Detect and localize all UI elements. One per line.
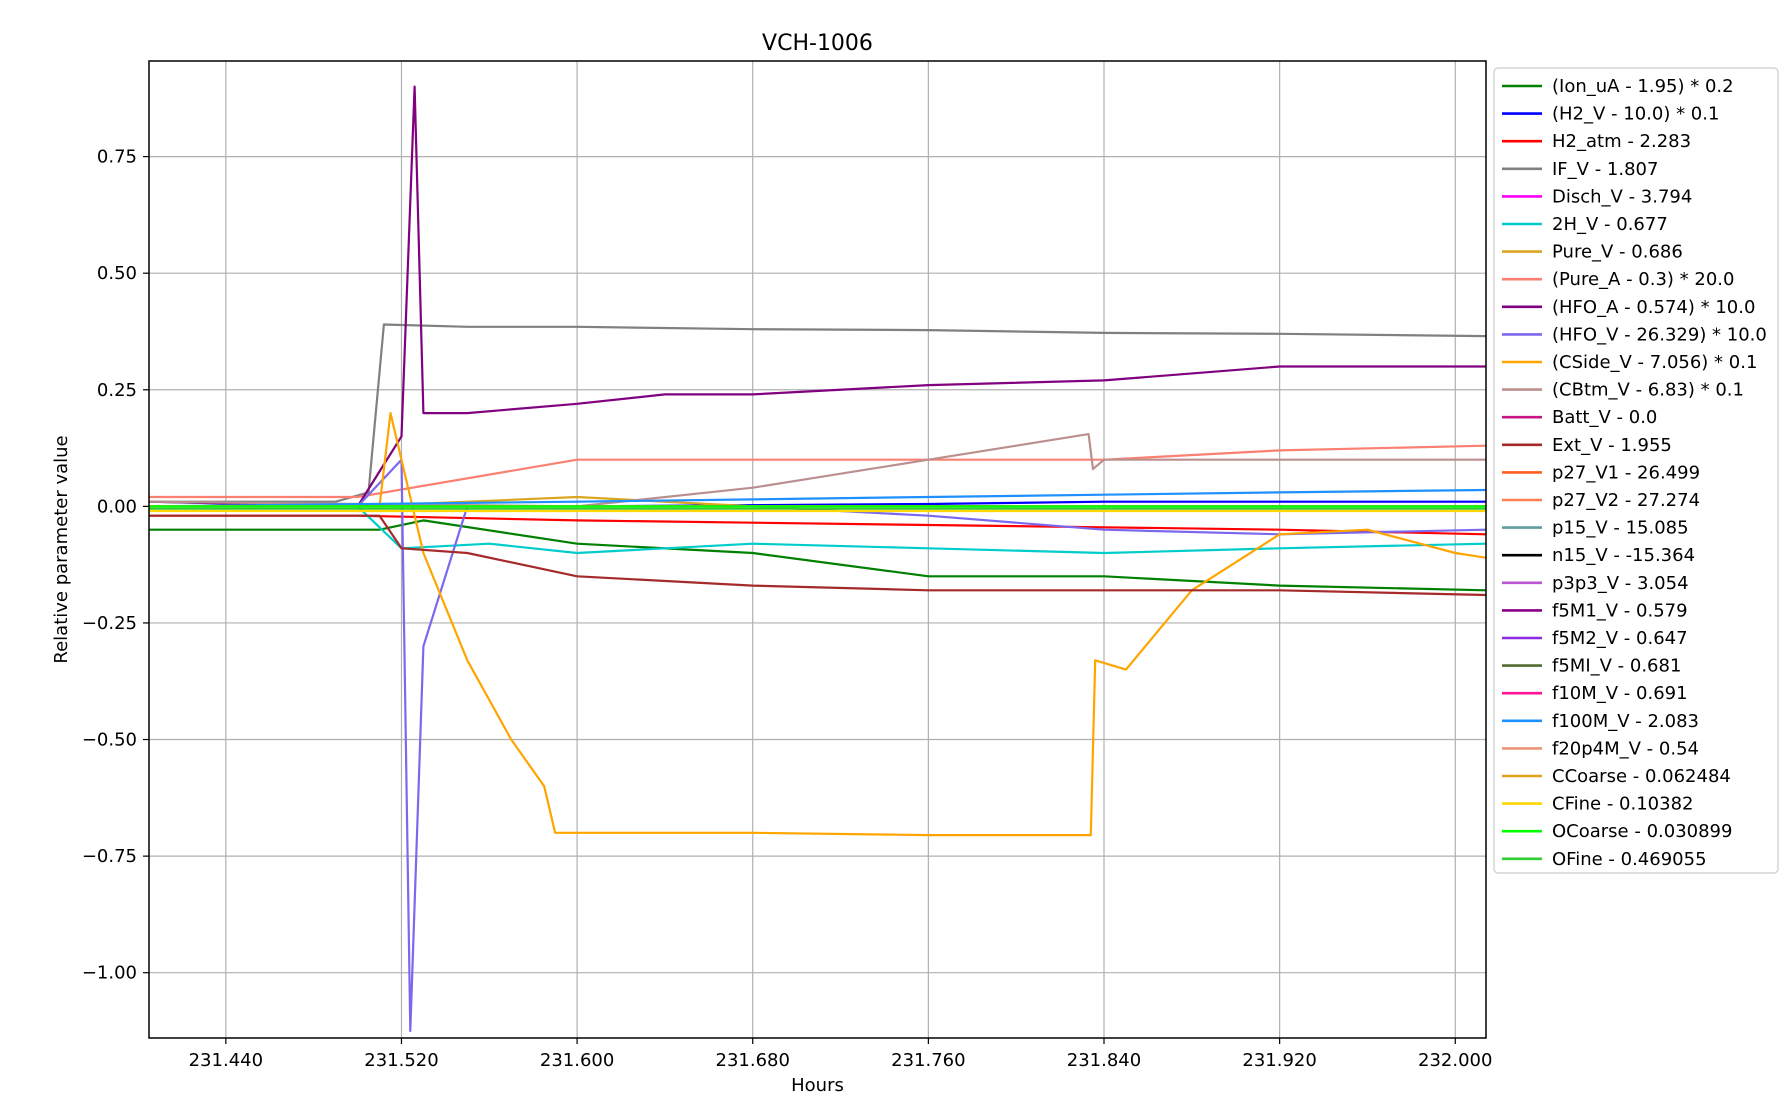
legend-entry: CCoarse - 0.062484 — [1552, 766, 1731, 787]
series-line — [149, 500, 1486, 555]
legend-entry: OCoarse - 0.030899 — [1552, 821, 1732, 842]
legend-entry: H2_atm - 2.283 — [1552, 131, 1691, 152]
legend-entry: (HFO_A - 0.574) * 10.0 — [1552, 297, 1755, 318]
y-tick-label: 0.75 — [97, 147, 137, 168]
legend-entry: f20p4M_V - 0.54 — [1552, 738, 1699, 759]
legend-entry: (Ion_uA - 1.95) * 0.2 — [1552, 76, 1734, 97]
series-line — [149, 514, 1486, 597]
series-line — [149, 514, 1486, 536]
series-line — [149, 85, 1486, 508]
legend-entry: f10M_V - 0.691 — [1552, 683, 1688, 704]
y-axis-label: Relative parameter value — [51, 435, 72, 663]
series-line — [149, 412, 1486, 837]
x-tick-label: 231.920 — [1242, 1050, 1316, 1071]
legend-entry: p27_V2 - 27.274 — [1552, 490, 1700, 511]
y-tick-label: −0.50 — [82, 730, 137, 751]
legend-entry: Disch_V - 3.794 — [1552, 186, 1692, 207]
axis-ticks: 231.440 231.520 231.600 231.680 231.760 231.8… — [82, 147, 1493, 1071]
series-line — [149, 433, 1486, 508]
y-tick-label: 0.25 — [97, 380, 137, 401]
y-tick-label: −0.75 — [82, 846, 137, 867]
legend-entry: Ext_V - 1.955 — [1552, 435, 1672, 456]
legend-entry: p15_V - 15.085 — [1552, 518, 1689, 539]
legend-entry: (HFO_V - 26.329) * 10.0 — [1552, 324, 1767, 345]
x-tick-label: 232.000 — [1418, 1050, 1492, 1071]
legend-entry: f5MI_V - 0.681 — [1552, 656, 1681, 677]
series-line — [149, 519, 1486, 592]
series-line — [149, 444, 1486, 499]
legend-entry: Pure_V - 0.686 — [1552, 242, 1683, 263]
grid — [149, 61, 1486, 1038]
series-line — [149, 323, 1486, 503]
x-tick-label: 231.600 — [540, 1050, 614, 1071]
x-tick-label: 231.440 — [189, 1050, 263, 1071]
x-tick-label: 231.680 — [716, 1050, 790, 1071]
series-line — [149, 488, 1486, 508]
legend-entry: f100M_V - 2.083 — [1552, 711, 1699, 732]
y-tick-label: −0.25 — [82, 613, 137, 634]
x-tick-label: 231.760 — [891, 1050, 965, 1071]
legend-entry: (CBtm_V - 6.83) * 0.1 — [1552, 380, 1744, 401]
legend-entry: CFine - 0.10382 — [1552, 794, 1693, 815]
legend-entry: f5M1_V - 0.579 — [1552, 600, 1688, 621]
legend-entry: p27_V1 - 26.499 — [1552, 462, 1700, 483]
plot-area-frame — [148, 60, 1487, 1039]
x-tick-label: 231.840 — [1067, 1050, 1141, 1071]
legend: (Ion_uA - 1.95) * 0.2 (H2_V - 10.0) * 0.1… — [1493, 67, 1779, 874]
series-lines — [149, 85, 1486, 1033]
x-axis-label: Hours — [791, 1075, 844, 1096]
legend-entry: (CSide_V - 7.056) * 0.1 — [1552, 352, 1757, 373]
y-tick-label: −1.00 — [82, 963, 137, 984]
legend-entry: p3p3_V - 3.054 — [1552, 573, 1689, 594]
legend-entry: f5M2_V - 0.647 — [1552, 628, 1688, 649]
legend-box — [1493, 67, 1779, 874]
legend-entry: Batt_V - 0.0 — [1552, 407, 1657, 428]
legend-entry: 2H_V - 0.677 — [1552, 214, 1668, 235]
chart-title: VCH-1006 — [762, 31, 873, 56]
legend-entry: (H2_V - 10.0) * 0.1 — [1552, 104, 1719, 125]
y-tick-label: 0.00 — [97, 496, 137, 517]
legend-entry: n15_V - -15.364 — [1552, 545, 1695, 566]
legend-entry: (Pure_A - 0.3) * 20.0 — [1552, 269, 1734, 290]
y-tick-label: 0.50 — [97, 263, 137, 284]
legend-entry: IF_V - 1.807 — [1552, 159, 1658, 180]
legend-entry: OFine - 0.469055 — [1552, 849, 1707, 870]
x-tick-label: 231.520 — [364, 1050, 438, 1071]
